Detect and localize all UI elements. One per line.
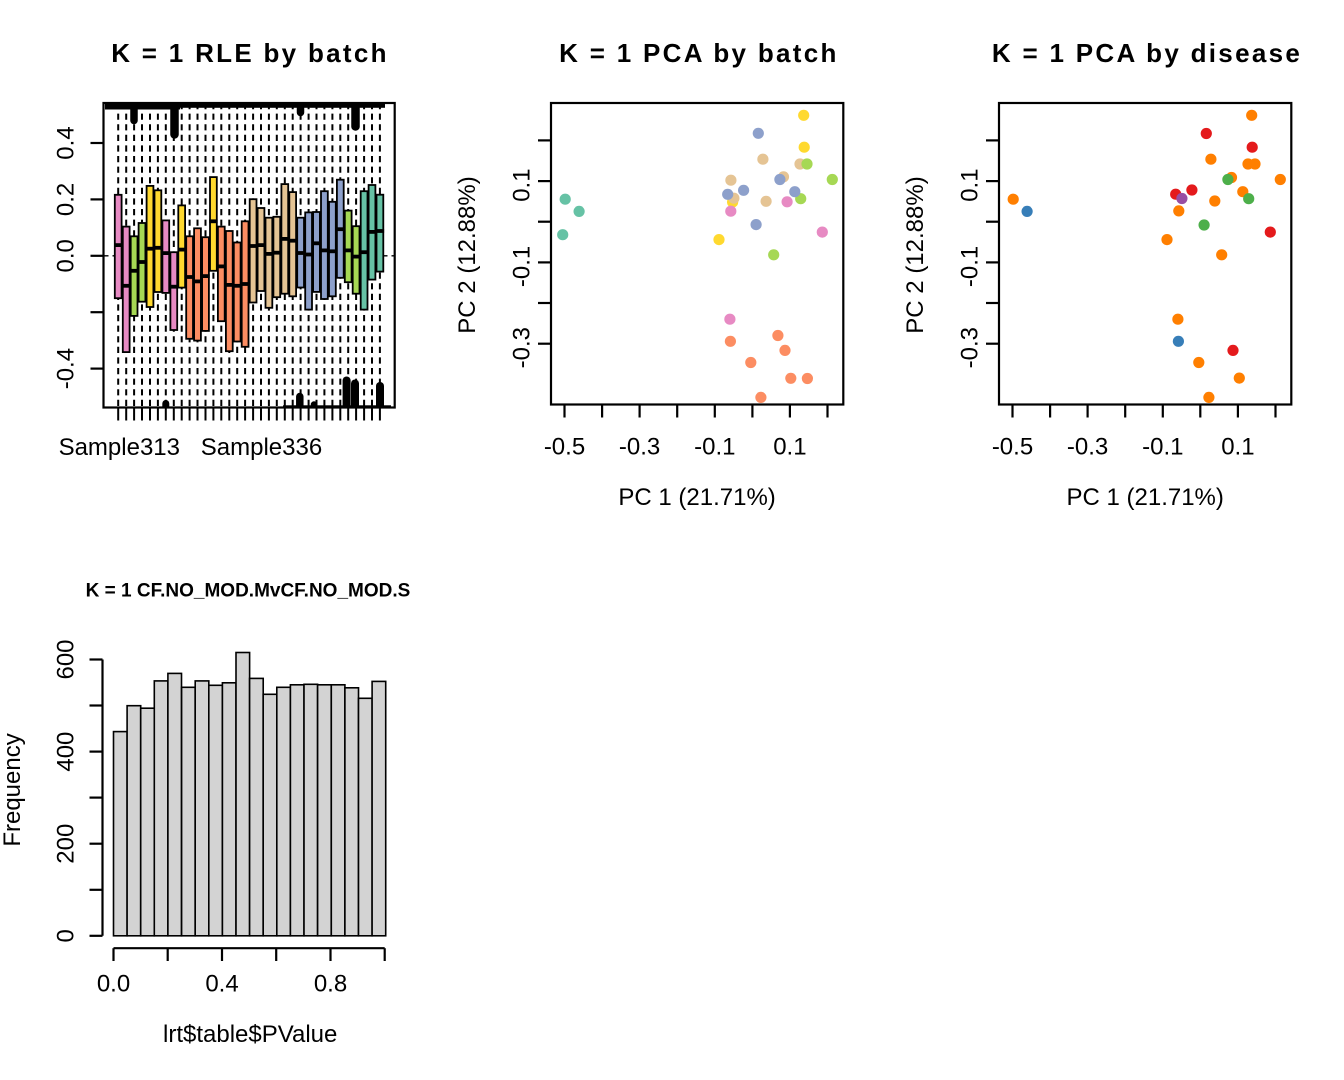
- svg-text:0: 0: [52, 929, 79, 942]
- svg-text:-0.3: -0.3: [1067, 434, 1108, 461]
- svg-text:600: 600: [52, 639, 79, 679]
- svg-text:K = 1 PCA by disease: K = 1 PCA by disease: [992, 38, 1302, 68]
- svg-text:-0.4: -0.4: [52, 348, 79, 389]
- svg-text:-0.3: -0.3: [957, 327, 984, 368]
- svg-text:PC 2 (12.88%): PC 2 (12.88%): [902, 176, 929, 333]
- svg-text:Frequency: Frequency: [0, 733, 26, 846]
- svg-text:-0.5: -0.5: [544, 434, 585, 461]
- svg-text:-0.3: -0.3: [619, 434, 660, 461]
- svg-text:-0.3: -0.3: [509, 327, 536, 368]
- svg-text:0.4: 0.4: [52, 126, 79, 159]
- svg-text:PC 1 (21.71%): PC 1 (21.71%): [1066, 484, 1223, 511]
- svg-text:0.1: 0.1: [957, 168, 984, 201]
- svg-text:K = 1 PCA by batch: K = 1 PCA by batch: [559, 38, 839, 68]
- svg-text:-0.1: -0.1: [509, 246, 536, 287]
- svg-text:-0.1: -0.1: [957, 246, 984, 287]
- svg-text:0.2: 0.2: [52, 183, 79, 216]
- svg-text:0.4: 0.4: [205, 971, 238, 998]
- svg-text:PC 1 (21.71%): PC 1 (21.71%): [618, 484, 775, 511]
- svg-text:Sample313: Sample313: [59, 434, 180, 461]
- svg-text:0.0: 0.0: [52, 239, 79, 272]
- svg-text:-0.1: -0.1: [694, 434, 735, 461]
- svg-text:0.8: 0.8: [314, 971, 347, 998]
- svg-text:lrt$table$PValue: lrt$table$PValue: [163, 1021, 337, 1048]
- svg-text:0.1: 0.1: [509, 168, 536, 201]
- svg-text:PC 2 (12.88%): PC 2 (12.88%): [454, 176, 481, 333]
- svg-text:400: 400: [52, 732, 79, 772]
- svg-text:0.1: 0.1: [773, 434, 806, 461]
- svg-text:K = 1 CF.NO_MOD.MvCF.NO_MOD.S: K = 1 CF.NO_MOD.MvCF.NO_MOD.S: [86, 581, 411, 602]
- svg-text:0.0: 0.0: [97, 971, 130, 998]
- svg-text:K = 1 RLE by batch: K = 1 RLE by batch: [111, 38, 389, 68]
- svg-text:200: 200: [52, 824, 79, 864]
- svg-text:0.1: 0.1: [1221, 434, 1254, 461]
- svg-text:-0.1: -0.1: [1142, 434, 1183, 461]
- svg-text:-0.5: -0.5: [992, 434, 1033, 461]
- svg-text:Sample336: Sample336: [201, 434, 322, 461]
